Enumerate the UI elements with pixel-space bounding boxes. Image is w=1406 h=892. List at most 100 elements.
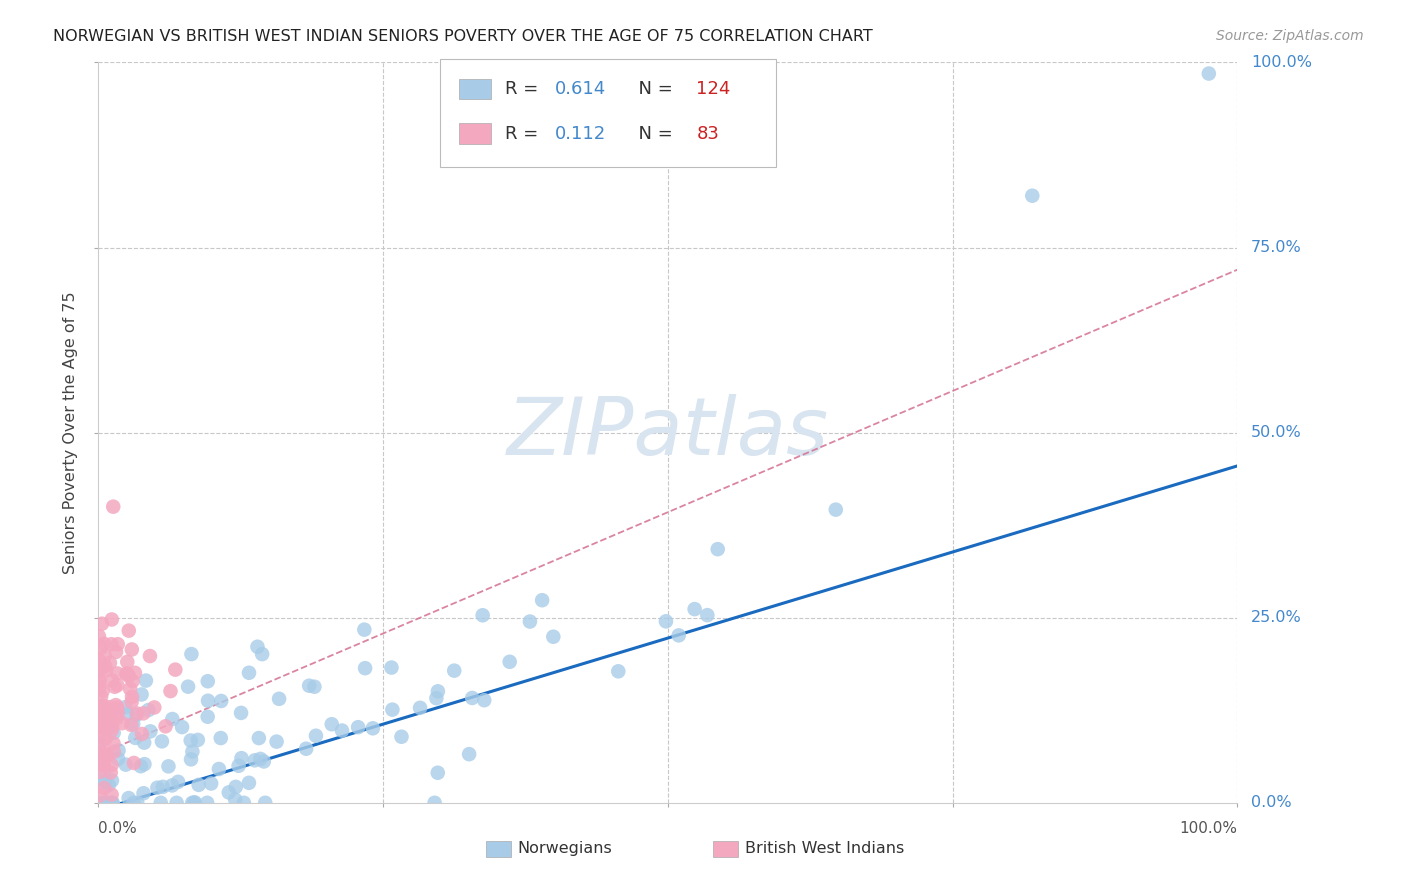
Point: [89, 737, 111, 751]
Point: [101, 796, 124, 810]
Point: [91, 715, 114, 730]
Point: [105, 666, 128, 681]
Point: [90, 745, 112, 759]
Point: [122, 796, 145, 810]
Point: [167, 775, 190, 789]
Point: [298, 679, 321, 693]
Text: N =: N =: [627, 80, 678, 98]
Point: [197, 674, 219, 689]
Text: 0.0%: 0.0%: [1251, 796, 1292, 810]
Point: [380, 660, 402, 674]
Point: [519, 615, 541, 629]
Point: [138, 703, 160, 717]
Point: [129, 759, 152, 773]
Bar: [485, 840, 510, 857]
Point: [321, 717, 343, 731]
Point: [105, 678, 128, 692]
Point: [353, 623, 375, 637]
Point: [607, 665, 630, 679]
Text: 100.0%: 100.0%: [1251, 55, 1312, 70]
Point: [94, 701, 117, 715]
Point: [149, 796, 172, 810]
Point: [98, 706, 121, 720]
Point: [100, 788, 122, 802]
Point: [97, 778, 120, 792]
Point: [165, 663, 187, 677]
Point: [253, 755, 276, 769]
Text: Source: ZipAtlas.com: Source: ZipAtlas.com: [1216, 29, 1364, 43]
Point: [107, 752, 129, 766]
Point: [200, 776, 222, 790]
Point: [90, 757, 112, 772]
Point: [127, 796, 149, 810]
Point: [94, 659, 117, 673]
Text: British West Indians: British West Indians: [745, 841, 904, 856]
Text: 100.0%: 100.0%: [1180, 822, 1237, 837]
Point: [224, 792, 246, 806]
Point: [91, 712, 114, 726]
Point: [181, 796, 204, 810]
Point: [195, 796, 218, 810]
Point: [139, 648, 162, 663]
Point: [93, 780, 115, 795]
Point: [706, 542, 728, 557]
Point: [101, 719, 124, 733]
Point: [94, 664, 117, 678]
Text: N =: N =: [627, 125, 685, 143]
Point: [247, 731, 270, 745]
Point: [461, 690, 484, 705]
Point: [180, 733, 202, 747]
Text: 75.0%: 75.0%: [1251, 240, 1302, 255]
Point: [232, 796, 254, 810]
Point: [655, 615, 678, 629]
Point: [105, 645, 128, 659]
Point: [197, 694, 219, 708]
Point: [134, 757, 156, 772]
Point: [107, 743, 129, 757]
Point: [121, 690, 143, 704]
Point: [132, 786, 155, 800]
Text: 124: 124: [696, 80, 731, 98]
Point: [121, 674, 143, 689]
Point: [104, 680, 127, 694]
Point: [87, 629, 110, 643]
Point: [181, 745, 204, 759]
Point: [98, 656, 121, 670]
Point: [124, 731, 146, 745]
Point: [426, 765, 449, 780]
Point: [89, 674, 111, 689]
Point: [243, 753, 266, 767]
Point: [89, 756, 111, 771]
Point: [1198, 66, 1220, 80]
Point: [118, 624, 141, 638]
Point: [117, 791, 139, 805]
Point: [150, 734, 173, 748]
Point: [98, 712, 121, 726]
Y-axis label: Seniors Poverty Over the Age of 75: Seniors Poverty Over the Age of 75: [63, 292, 79, 574]
Point: [105, 700, 128, 714]
Point: [238, 776, 260, 790]
Point: [125, 707, 148, 722]
Point: [114, 700, 136, 714]
Text: Norwegians: Norwegians: [517, 841, 612, 856]
Point: [180, 647, 202, 661]
Point: [103, 726, 125, 740]
Point: [124, 665, 146, 680]
Point: [111, 716, 134, 731]
Point: [121, 642, 143, 657]
Point: [90, 720, 112, 734]
Point: [91, 683, 114, 698]
Point: [94, 731, 117, 746]
Point: [180, 752, 202, 766]
Point: [89, 796, 111, 810]
Point: [381, 703, 404, 717]
Point: [89, 663, 111, 677]
Point: [122, 717, 145, 731]
Point: [100, 765, 122, 780]
Point: [93, 637, 115, 651]
Point: [159, 684, 181, 698]
Point: [231, 751, 253, 765]
Point: [218, 785, 240, 799]
Point: [209, 694, 232, 708]
Point: [132, 706, 155, 721]
